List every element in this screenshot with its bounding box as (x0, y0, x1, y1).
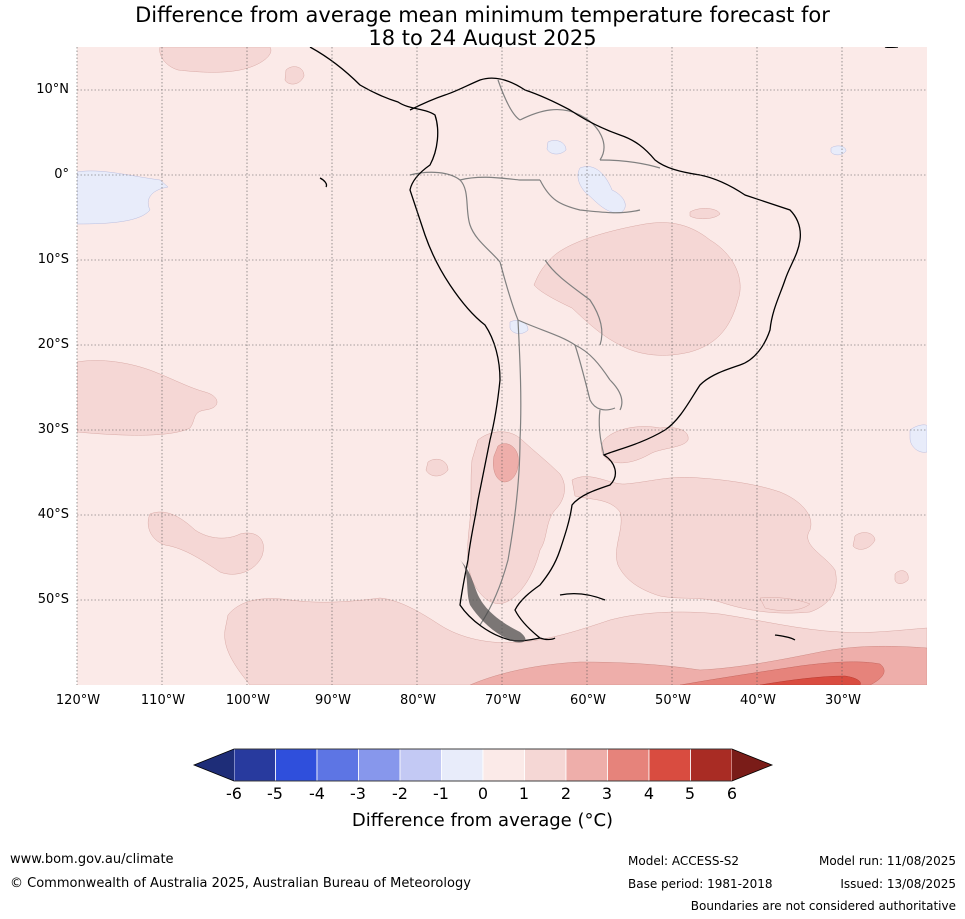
lat-label-30s: 30°S (37, 422, 69, 437)
footer-issued: Issued: 13/08/2025 (840, 877, 956, 891)
colorbar-segment (524, 748, 567, 782)
lon-label-60w: 60°W (570, 693, 606, 708)
colorbar-tick: -4 (309, 784, 325, 803)
warm-anomaly-sa-east (759, 597, 811, 611)
graticule (76, 47, 927, 685)
colorbar-tick: 0 (477, 784, 489, 803)
warm-anomaly-small-pacific (284, 66, 305, 85)
warm-anomaly-sa-small-1 (852, 532, 876, 550)
warm-anomaly-argentina (467, 431, 565, 604)
lon-label-110w: 110°W (140, 693, 186, 708)
colorbar-outline (192, 748, 774, 782)
colorbar-low-extend (194, 749, 234, 781)
colorbar-segment (316, 748, 359, 782)
cool-anomaly-equatorial-pacific (77, 170, 169, 225)
colorbar-tick: -1 (433, 784, 449, 803)
colorbar-segment (233, 748, 276, 782)
colorbar-tick: -5 (267, 784, 283, 803)
colorbar-segment (565, 748, 608, 782)
country-borders (409, 79, 661, 626)
lon-label-100w: 100°W (225, 693, 271, 708)
warm-anomaly-pacific-small (425, 459, 449, 477)
footer-disclaimer: Boundaries are not considered authoritat… (690, 899, 956, 913)
lon-label-30w: 30°W (825, 693, 861, 708)
colorbar-segment (358, 748, 401, 782)
lat-label-10n: 10°N (36, 82, 69, 97)
lat-label-20s: 20°S (37, 337, 69, 352)
colorbar-tick: 5 (684, 784, 696, 803)
colorbar-tick: -6 (226, 784, 242, 803)
colorbar-segment (399, 748, 442, 782)
tierra-del-fuego-islands (460, 560, 526, 643)
colorbar-segment (607, 748, 650, 782)
footer-base-period: Base period: 1981-2018 (628, 877, 773, 891)
lon-label-80w: 80°W (400, 693, 436, 708)
warm-anomaly-south-atlantic (571, 476, 837, 614)
colorbar-segment (482, 748, 525, 782)
warm-anomaly-south-pacific-mid (147, 511, 264, 575)
warm-anomaly-north-pacific (159, 47, 272, 73)
warm-anomaly-south-pacific-west (77, 360, 218, 436)
colorbar-tick: 3 (601, 784, 613, 803)
colorbar-label: Difference from average (°C) (351, 810, 614, 831)
warm-anomaly-uruguay (601, 426, 689, 464)
warm-anomaly-southern-4-5 (759, 675, 861, 685)
lon-label-50w: 50°W (655, 693, 691, 708)
lon-label-40w: 40°W (740, 693, 776, 708)
footer-model-run: Model run: 11/08/2025 (818, 854, 956, 868)
footer-website: www.bom.gov.au/climate (10, 852, 174, 867)
chart-title: Difference from average mean minimum tem… (0, 4, 965, 50)
title-line-2: 18 to 24 August 2025 (368, 26, 597, 50)
lat-label-10s: 10°S (37, 252, 69, 267)
lat-label-50s: 50°S (37, 592, 69, 607)
lon-label-90w: 90°W (315, 693, 351, 708)
lat-label-40s: 40°S (37, 507, 69, 522)
warm-anomaly-southern-ocean (224, 597, 927, 685)
footer-model: Model: ACCESS-S2 (628, 854, 740, 868)
colorbar-segment (441, 748, 484, 782)
warm-anomaly-andes-2-3 (493, 443, 519, 483)
lat-label-0: 0° (54, 167, 69, 182)
colorbar (192, 748, 774, 782)
lon-label-70w: 70°W (485, 693, 521, 708)
coastline (309, 47, 899, 642)
colorbar-high-extend (732, 749, 772, 781)
cool-anomaly-guiana (546, 140, 567, 155)
footer-copyright: © Commonwealth of Australia 2025, Austra… (10, 876, 471, 891)
colorbar-tick: 2 (560, 784, 572, 803)
warm-anomaly-sa-small-2 (894, 570, 909, 584)
warm-anomaly-brazil (533, 222, 741, 356)
colorbar-segment (690, 748, 733, 782)
colorbar-tick: -2 (392, 784, 408, 803)
colorbar-tick: -3 (350, 784, 366, 803)
lon-label-120w: 120°W (55, 693, 101, 708)
colorbar-tick: 4 (643, 784, 655, 803)
colorbar-segment (275, 748, 318, 782)
cool-anomaly-atlantic-east (909, 424, 927, 453)
colorbar-tick: 6 (726, 784, 738, 803)
warm-anomaly-ne-brazil-small (689, 208, 721, 219)
title-line-1: Difference from average mean minimum tem… (135, 3, 830, 27)
colorbar-segment (648, 748, 691, 782)
colorbar-tick: 1 (518, 784, 530, 803)
